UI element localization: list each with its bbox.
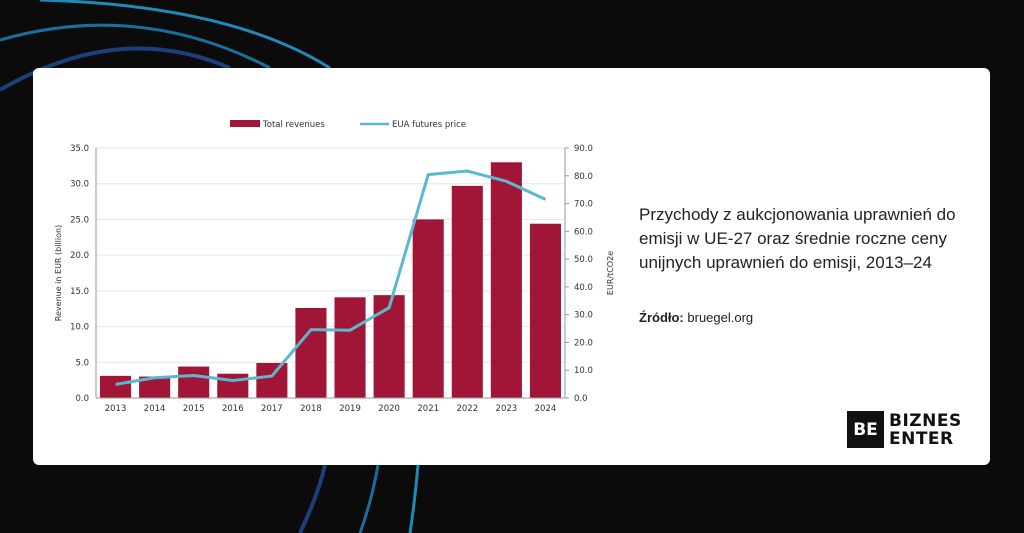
y-tick-label: 30.0	[70, 180, 89, 190]
y2-tick-label: 20.0	[574, 338, 593, 348]
bar-2020	[373, 295, 405, 398]
bar-2013	[100, 375, 132, 398]
x-tick-label: 2022	[456, 404, 478, 414]
x-tick-label: 2013	[105, 404, 127, 414]
legend-total-revenues: Total revenues	[262, 120, 325, 130]
logo-line1: BIZNES	[889, 410, 962, 431]
y2-tick-label: 80.0	[574, 172, 593, 182]
caption-source: Źródło: bruegel.org	[639, 310, 753, 325]
y-tick-label: 20.0	[70, 251, 89, 261]
bar-2022	[451, 185, 483, 398]
caption-title: Przychody z aukcjonowania uprawnień do e…	[639, 205, 956, 272]
eua-price-line	[115, 169, 547, 386]
bar-2016	[217, 373, 249, 398]
bar-2015	[178, 366, 210, 398]
x-tick-label: 2024	[535, 404, 557, 414]
x-tick-label: 2014	[144, 404, 166, 414]
x-tick-label: 2020	[378, 404, 400, 414]
logo-mark: BE	[847, 411, 884, 448]
y2-tick-label: 40.0	[574, 283, 593, 293]
chart: 0.0 5.0 10.0 15.0 20.0 25.0 30.0 35.0 0.0 10.0 20.…	[54, 120, 615, 414]
chart-card: 0.0 5.0 10.0 15.0 20.0 25.0 30.0 35.0 0.0 10.0 20.…	[33, 68, 990, 465]
x-tick-label: 2018	[300, 404, 322, 414]
x-tick-label: 2019	[339, 404, 361, 414]
y-tick-label: 5.0	[75, 358, 89, 368]
bar-2024	[529, 223, 561, 398]
y-tick-label: 10.0	[70, 323, 89, 333]
y2-tick-label: 10.0	[574, 366, 593, 376]
y2-tick-label: 60.0	[574, 227, 593, 237]
y-tick-label: 35.0	[70, 144, 89, 154]
y2-tick-label: 50.0	[574, 255, 593, 265]
bar-2019	[334, 297, 366, 398]
y2-tick-label: 30.0	[574, 311, 593, 321]
y-axis-label: Revenue in EUR (billion)	[54, 225, 63, 321]
y2-tick-label: 0.0	[574, 394, 588, 404]
y2-tick-label: 90.0	[574, 144, 593, 154]
source-label: Źródło:	[639, 310, 684, 325]
x-tick-label: 2023	[496, 404, 518, 414]
y-tick-label: 0.0	[75, 394, 89, 404]
bar-2018	[295, 308, 327, 398]
x-tick-label: 2016	[222, 404, 244, 414]
x-tick-label: 2017	[261, 404, 283, 414]
bar-2021	[412, 219, 444, 398]
y2-tick-label: 70.0	[574, 200, 593, 210]
legend-eua-price: EUA futures price	[392, 120, 466, 130]
y-tick-label: 15.0	[70, 287, 89, 297]
x-tick-label: 2015	[183, 404, 205, 414]
biznes-enter-logo: BE BIZNES ENTER	[847, 411, 962, 448]
legend-bar-swatch	[230, 120, 260, 127]
bar-2014	[139, 376, 171, 398]
source-value: bruegel.org	[687, 310, 754, 325]
y-tick-label: 25.0	[70, 215, 89, 225]
logo-line2: ENTER	[889, 428, 954, 449]
bar-2017	[256, 363, 288, 398]
x-tick-label: 2021	[417, 404, 439, 414]
y2-axis-label: EUR/tCO2e	[606, 251, 615, 295]
bar-2023	[490, 162, 522, 398]
